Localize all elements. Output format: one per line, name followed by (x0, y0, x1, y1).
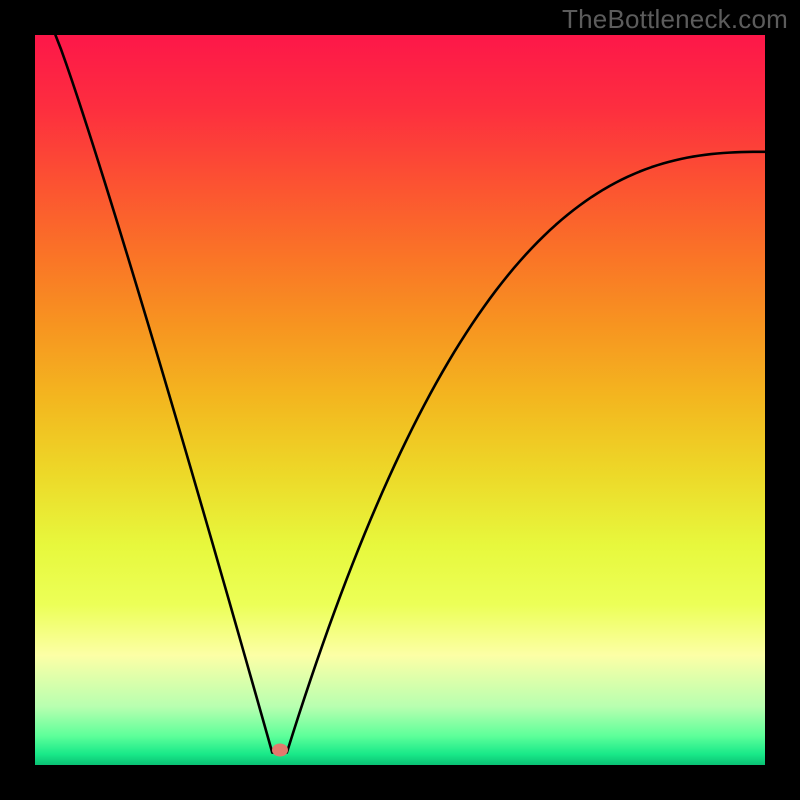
plot-area (35, 35, 765, 765)
bottleneck-curve-svg (35, 35, 765, 765)
watermark-text: TheBottleneck.com (562, 4, 788, 35)
vertex-marker (272, 743, 288, 756)
chart-frame: TheBottleneck.com (0, 0, 800, 800)
bottleneck-curve (55, 35, 765, 753)
